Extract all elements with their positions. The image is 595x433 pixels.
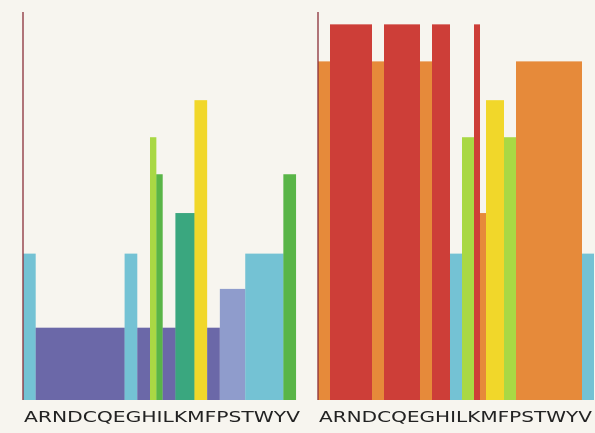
bar — [474, 24, 480, 400]
chart-panel-right: ARNDCQEGHILKMFPSTWYV — [317, 12, 594, 426]
bar — [156, 174, 163, 400]
bar — [516, 61, 582, 400]
bar — [283, 174, 297, 400]
bar — [124, 253, 138, 400]
bar — [330, 24, 372, 400]
bar — [372, 61, 384, 400]
bar — [23, 253, 36, 400]
chart-panel-left: ARNDCQEGHILKMFPSTWYV — [22, 12, 301, 426]
bar — [504, 137, 516, 400]
bar — [420, 61, 432, 400]
bar — [150, 137, 157, 400]
x-tick-labels: ARNDCQEGHILKMFPSTWYV — [319, 408, 593, 426]
bar — [162, 327, 176, 400]
bar — [318, 61, 330, 400]
bar — [245, 253, 284, 400]
x-tick-labels: ARNDCQEGHILKMFPSTWYV — [24, 408, 301, 426]
bar — [35, 327, 125, 400]
bar — [175, 213, 195, 400]
bar — [194, 100, 208, 401]
bar — [582, 253, 594, 400]
bar — [219, 288, 246, 400]
bar — [432, 24, 450, 400]
bar — [480, 213, 486, 400]
bar — [207, 327, 220, 400]
bar — [137, 327, 150, 400]
bar — [384, 24, 420, 400]
bar — [486, 100, 504, 401]
bar — [450, 253, 462, 400]
bar — [462, 137, 474, 400]
